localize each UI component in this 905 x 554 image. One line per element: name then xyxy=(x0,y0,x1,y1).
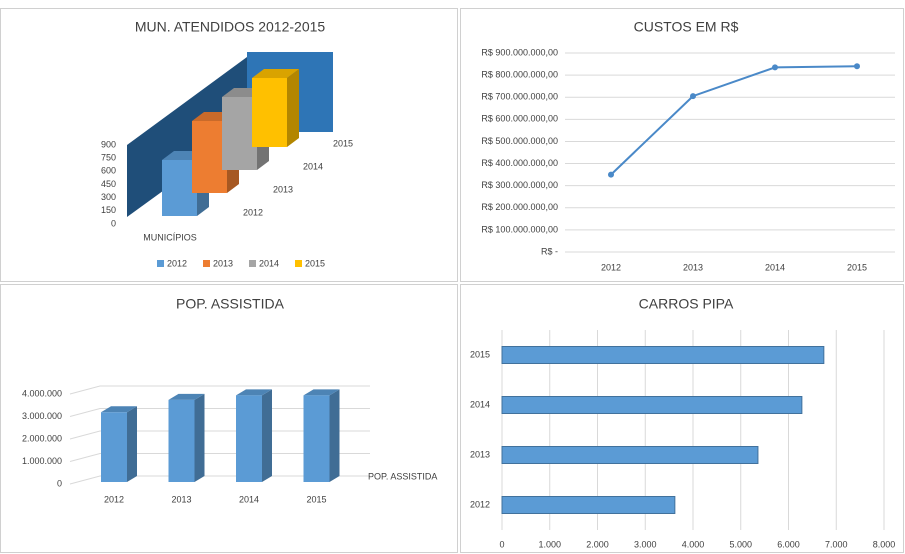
depth-label: 2012 xyxy=(243,207,263,217)
bar xyxy=(168,399,195,482)
bar-top xyxy=(168,393,205,400)
y-tick-label: R$ 800.000.000,00 xyxy=(481,69,558,79)
x-tick-label: 2015 xyxy=(306,494,326,504)
panel xyxy=(460,8,904,282)
depth-label: 2015 xyxy=(333,138,353,148)
y-tick-label: 150 xyxy=(101,205,116,215)
point xyxy=(608,171,614,178)
bar xyxy=(192,121,227,193)
chart-title: CARROS PIPA xyxy=(639,296,734,312)
chart-title: CUSTOS EM R$ xyxy=(634,19,739,35)
y-tick-label: R$ 300.000.000,00 xyxy=(481,180,558,190)
x-tick-label: 6.000 xyxy=(777,539,800,549)
y-tick-label: 450 xyxy=(101,179,116,189)
bar-top xyxy=(101,406,137,413)
legend-label: 2012 xyxy=(167,258,187,268)
x-tick-label: 2014 xyxy=(239,494,259,504)
bar xyxy=(501,396,803,414)
x-tick-label: 2.000 xyxy=(586,539,609,549)
side-wall xyxy=(127,57,247,217)
chart-title: POP. ASSISTIDA xyxy=(176,296,285,312)
y-tick-label: 2015 xyxy=(470,349,490,359)
y-tick-label: R$ - xyxy=(541,246,558,256)
legend-label: 2015 xyxy=(305,258,325,268)
y-tick-label: 4.000.000 xyxy=(22,388,62,398)
x-tick-label: 7.000 xyxy=(825,539,848,549)
x-tick-label: 2015 xyxy=(847,262,867,272)
bar-side xyxy=(329,389,340,482)
bar xyxy=(303,395,330,482)
bar xyxy=(501,446,759,464)
y-tick-label: R$ 900.000.000,00 xyxy=(481,47,558,57)
y-tick-label: R$ 400.000.000,00 xyxy=(481,158,558,168)
legend-label: 2013 xyxy=(213,258,233,268)
y-tick-label: 0 xyxy=(57,478,62,488)
x-tick-label: 1.000 xyxy=(538,539,561,549)
grid-line xyxy=(69,453,370,462)
y-tick-label: 2012 xyxy=(470,499,490,509)
legend-swatch xyxy=(203,260,210,267)
bar-top xyxy=(252,69,299,78)
bar xyxy=(252,78,287,147)
bar xyxy=(501,496,676,514)
y-tick-label: R$ 600.000.000,00 xyxy=(481,114,558,124)
bar-top xyxy=(303,389,340,396)
bar xyxy=(101,412,127,482)
grid-line xyxy=(69,475,370,485)
y-tick-label: 300 xyxy=(101,192,116,202)
bar xyxy=(222,97,257,170)
point xyxy=(772,64,778,71)
point xyxy=(690,93,696,100)
bar-side xyxy=(287,69,299,147)
x-tick-label: 2013 xyxy=(683,262,703,272)
y-tick-label: 1.000.000 xyxy=(22,456,62,466)
x-tick-label: 2013 xyxy=(171,494,191,504)
chart-title: MUN. ATENDIDOS 2012-2015 xyxy=(135,19,326,35)
y-tick-label: 2014 xyxy=(470,399,490,409)
bar-side xyxy=(127,406,137,482)
panel xyxy=(0,284,458,553)
x-tick-label: 8.000 xyxy=(873,539,896,549)
bar xyxy=(501,346,825,364)
legend-swatch xyxy=(295,260,302,267)
y-tick-label: R$ 500.000.000,00 xyxy=(481,136,558,146)
y-tick-label: R$ 200.000.000,00 xyxy=(481,202,558,212)
x-tick-label: 4.000 xyxy=(682,539,705,549)
y-tick-label: 0 xyxy=(111,218,116,228)
x-tick-label: 3.000 xyxy=(634,539,657,549)
x-tick-label: 0 xyxy=(499,539,504,549)
line xyxy=(610,65,858,176)
x-tick-label: MUNICÍPIOS xyxy=(143,232,197,242)
y-tick-label: 750 xyxy=(101,153,116,163)
bar xyxy=(236,395,262,482)
bar-side xyxy=(194,393,205,482)
bar-top xyxy=(236,389,272,396)
x-tick-label: 5.000 xyxy=(729,539,752,549)
y-tick-label: 600 xyxy=(101,166,116,176)
legend-swatch xyxy=(249,260,256,267)
depth-label: 2014 xyxy=(303,161,323,171)
y-tick-label: 3.000.000 xyxy=(22,411,62,421)
grid-line xyxy=(69,385,370,395)
x-tick-label: 2014 xyxy=(765,262,785,272)
y-tick-label: R$ 100.000.000,00 xyxy=(481,224,558,234)
grid-line xyxy=(69,408,370,417)
series-label: POP. ASSISTIDA xyxy=(368,471,437,481)
grid-line xyxy=(69,430,370,440)
bar-side xyxy=(262,389,272,482)
x-tick-label: 2012 xyxy=(601,262,621,272)
depth-label: 2013 xyxy=(273,184,293,194)
y-tick-label: 900 xyxy=(101,139,116,149)
point xyxy=(854,63,860,70)
x-tick-label: 2012 xyxy=(104,494,124,504)
legend-label: 2014 xyxy=(259,258,279,268)
bar xyxy=(162,160,197,216)
y-tick-label: 2.000.000 xyxy=(22,433,62,443)
y-tick-label: R$ 700.000.000,00 xyxy=(481,92,558,102)
legend-swatch xyxy=(157,260,164,267)
y-tick-label: 2013 xyxy=(470,449,490,459)
